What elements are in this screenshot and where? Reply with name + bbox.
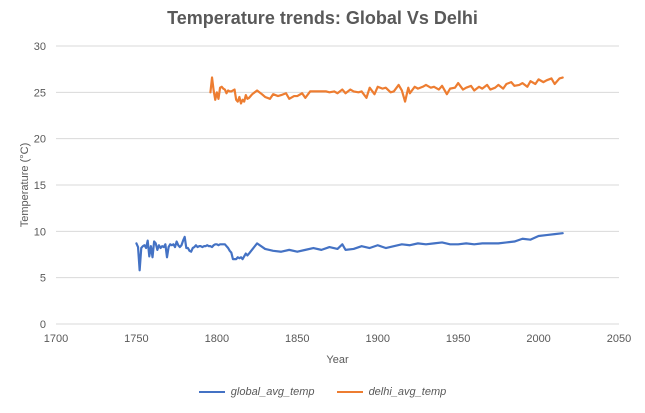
legend: global_avg_temp delhi_avg_temp bbox=[0, 386, 645, 398]
x-tick-label-1950: 1950 bbox=[446, 333, 470, 345]
y-tick-label-10: 10 bbox=[34, 226, 46, 238]
x-tick-label-1900: 1900 bbox=[365, 333, 389, 345]
x-tick-label-2050: 2050 bbox=[607, 333, 631, 345]
x-tick-label-2000: 2000 bbox=[526, 333, 550, 345]
legend-swatch-global bbox=[198, 391, 225, 393]
x-axis-title: Year bbox=[326, 354, 349, 366]
series-line-delhi_avg_temp bbox=[209, 76, 564, 105]
legend-label-global: global_avg_temp bbox=[230, 386, 315, 398]
legend-item-global: global_avg_temp bbox=[198, 386, 315, 398]
legend-item-delhi: delhi_avg_temp bbox=[336, 386, 447, 398]
y-tick-label-25: 25 bbox=[34, 87, 46, 99]
x-tick-label-1800: 1800 bbox=[205, 333, 229, 345]
y-tick-label-30: 30 bbox=[34, 41, 46, 53]
y-tick-label-20: 20 bbox=[34, 134, 46, 146]
y-tick-label-0: 0 bbox=[40, 319, 46, 331]
y-tick-label-5: 5 bbox=[40, 273, 46, 285]
y-tick-label-15: 15 bbox=[34, 180, 46, 192]
legend-label-delhi: delhi_avg_temp bbox=[368, 386, 447, 398]
x-tick-label-1850: 1850 bbox=[285, 333, 309, 345]
legend-swatch-delhi bbox=[336, 391, 363, 393]
x-tick-label-1750: 1750 bbox=[124, 333, 148, 345]
chart-title: Temperature trends: Global Vs Delhi bbox=[167, 8, 478, 28]
x-tick-label-1700: 1700 bbox=[44, 333, 68, 345]
series-line-global_avg_temp bbox=[135, 232, 564, 272]
y-axis-title: Temperature (°C) bbox=[19, 143, 31, 227]
